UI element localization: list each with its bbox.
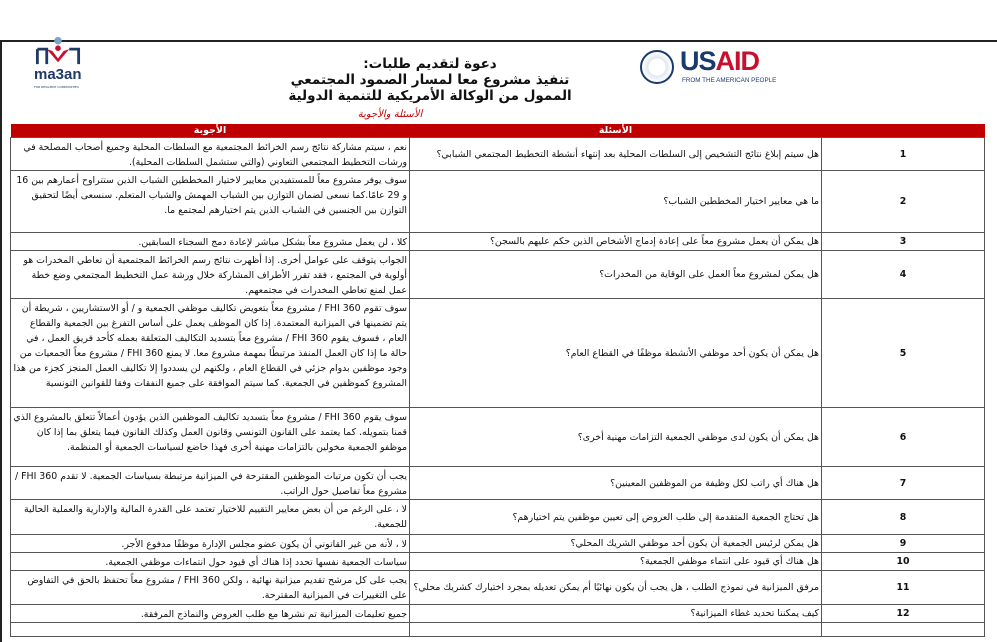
usaid-logo: USAID FROM THE AMERICAN PEOPLE (640, 48, 790, 88)
ma3an-wordmark: ma3an (34, 66, 82, 83)
row-number: 8 (821, 499, 985, 535)
answer-cell: سوف تقوم FHI 360 / مشروع معاً بتعويض تكا… (10, 298, 410, 408)
table-row: 2 ما هي معايير اختيار المخططين الشباب؟ سوف… (10, 170, 985, 233)
answer-cell: نعم ، سيتم مشاركة نتائج رسم الخرائط المج… (10, 137, 410, 171)
header-answers: الأجوبة (10, 124, 410, 138)
answer-cell: جميع تعليمات الميزانية تم نشرها مع طلب ا… (10, 604, 410, 623)
question-cell: كيف يمكننا تحديد غطاء الميزانية؟ (409, 604, 822, 623)
table-row: 6 هل يمكن أن يكون لدى موظفي الجمعية التزا… (10, 407, 985, 467)
table-row: 5 هل يمكن أن يكون أحد موظفي الأنشطة موظفً… (10, 298, 985, 408)
row-number: 1 (821, 137, 985, 171)
answer-cell: لا ، لأنه من غير القانوني أن يكون عضو مج… (10, 534, 410, 553)
question-cell: هل يمكن أن يعمل مشروع معاً على إعادة إدم… (409, 232, 822, 251)
answer-cell: سوف يوفر مشروع معاً للمستفيدين معايير لا… (10, 170, 410, 233)
row-number: 7 (821, 466, 985, 500)
row-number: 9 (821, 534, 985, 553)
answer-cell: يجب على كل مرشح تقديم ميزانية نهائية ، و… (10, 570, 410, 605)
table-row: 9 هل يمكن لرئيس الجمعية أن يكون أحد موظفي… (10, 534, 985, 553)
row-number: 2 (821, 170, 985, 233)
table-row (10, 622, 985, 637)
table-row: 12 كيف يمكننا تحديد غطاء الميزانية؟ جميع ت… (10, 604, 985, 623)
question-cell: هل يمكن أن يكون لدى موظفي الجمعية التزام… (409, 407, 822, 467)
title-line-1: دعوة لتقديم طلبات: (363, 56, 497, 72)
question-cell: هل يمكن لرئيس الجمعية أن يكون أحد موظفي … (409, 534, 822, 553)
table-row: 7 هل هناك أي راتب لكل وظيفة من الموظفين ا… (10, 466, 985, 500)
question-cell: هل سيتم إبلاغ نتائج التشخيص إلى السلطات … (409, 137, 822, 171)
question-cell: مرفق الميزانية في نموذج الطلب ، هل يجب أ… (409, 570, 822, 605)
answer-cell: سياسات الجمعية نفسها تحدد إذا هناك أي قي… (10, 552, 410, 571)
answer-cell: الجواب يتوقف على عوامل أخرى. إذا أظهرت ن… (10, 250, 410, 299)
title-line-2: تنفيذ مشروع معا لمسار الصمود المجتمعي (290, 72, 570, 88)
row-number: 10 (821, 552, 985, 571)
empty-cell (821, 622, 985, 637)
answer-cell: يجب أن تكون مرتبات الموظفين المقترحة في … (10, 466, 410, 500)
usaid-seal-icon (640, 50, 674, 84)
table-row: 3 هل يمكن أن يعمل مشروع معاً على إعادة إد… (10, 232, 985, 251)
question-cell: هل تحتاج الجمعية المتقدمة إلى طلب العروض… (409, 499, 822, 535)
row-number: 11 (821, 570, 985, 605)
usaid-tagline: FROM THE AMERICAN PEOPLE (682, 77, 777, 84)
usaid-wordmark: USAID (680, 46, 760, 76)
table-row: 10 هل هناك أي قيود على انتماء موظفي الجمع… (10, 552, 985, 571)
answer-cell: كلا ، لن يعمل مشروع معاً بشكل مباشر لإعا… (10, 232, 410, 251)
table-row: 1 هل سيتم إبلاغ نتائج التشخيص إلى السلطات… (10, 137, 985, 171)
empty-cell (10, 622, 410, 637)
page-title: دعوة لتقديم طلبات: تنفيذ مشروع معا لمسار… (260, 56, 600, 104)
question-cell: هل يمكن أن يكون أحد موظفي الأنشطة موظفًا… (409, 298, 822, 408)
table-row: 8 هل تحتاج الجمعية المتقدمة إلى طلب العرو… (10, 499, 985, 535)
ma3an-tagline: FOR RESILIENT COMMUNITIES (34, 85, 79, 89)
qa-table: الأسئلة الأجوبة 1 هل سيتم إبلاغ نتائج الت… (10, 124, 985, 637)
table-row: 11 مرفق الميزانية في نموذج الطلب ، هل يجب… (10, 570, 985, 605)
table-header-row: الأسئلة الأجوبة (10, 124, 985, 138)
ma3an-emblem-icon (35, 36, 81, 65)
row-number: 3 (821, 232, 985, 251)
ma3an-logo: ma3an FOR RESILIENT COMMUNITIES (28, 36, 100, 96)
title-line-3: الممول من الوكالة الأمريكية للتنمية الدو… (288, 88, 572, 104)
row-number: 4 (821, 250, 985, 299)
answer-cell: لا ، على الرغم من أن بعض معايير التقييم … (10, 499, 410, 535)
header-questions: الأسئلة (409, 124, 822, 138)
row-number: 5 (821, 298, 985, 408)
question-cell: هل يمكن لمشروع معاً العمل على الوقاية من… (409, 250, 822, 299)
section-subtitle: الأسئلة والأجوبة (357, 109, 423, 120)
page-frame (0, 40, 997, 642)
answer-cell: سوف يقوم FHI 360 / مشروع معاً بتسديد تكا… (10, 407, 410, 467)
question-cell: هل هناك أي راتب لكل وظيفة من الموظفين ال… (409, 466, 822, 500)
row-number: 12 (821, 604, 985, 623)
table-row: 4 هل يمكن لمشروع معاً العمل على الوقاية م… (10, 250, 985, 299)
question-cell: ما هي معايير اختيار المخططين الشباب؟ (409, 170, 822, 233)
header-number (821, 124, 985, 138)
row-number: 6 (821, 407, 985, 467)
empty-cell (409, 622, 822, 637)
question-cell: هل هناك أي قيود على انتماء موظفي الجمعية… (409, 552, 822, 571)
